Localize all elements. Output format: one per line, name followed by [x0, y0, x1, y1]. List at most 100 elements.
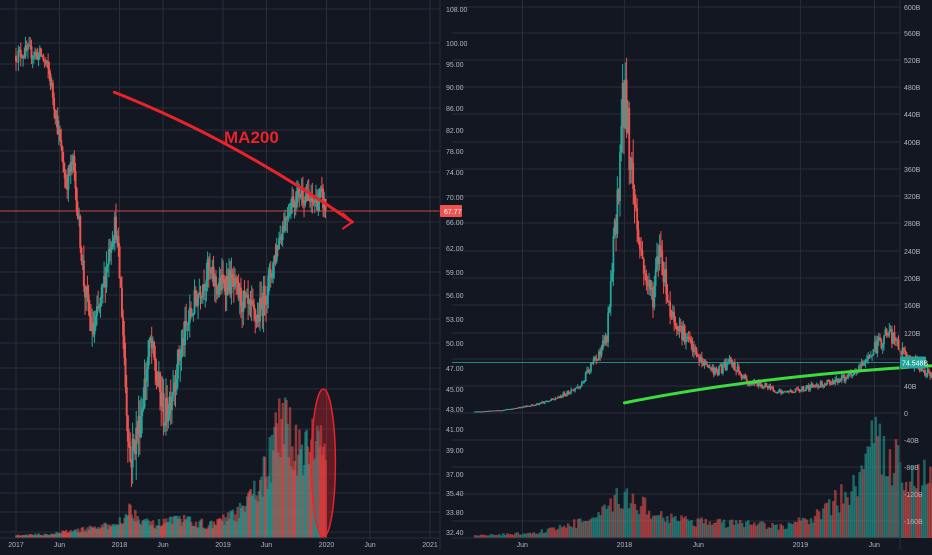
right-candle-body [800, 390, 802, 391]
right-candle-body [825, 384, 827, 386]
right-candle-body [924, 370, 926, 375]
right-candle-body [676, 326, 678, 330]
right-candle-body [660, 246, 662, 251]
right-x-tick-label: Jun [517, 542, 528, 549]
right-candle-body [904, 350, 906, 353]
right-candle-body [715, 368, 717, 371]
left-x-tick-label: Jun [261, 542, 272, 549]
right-y-tick-label: 320B [904, 194, 921, 201]
right-candle-body [866, 359, 868, 361]
right-candle-body [772, 387, 774, 390]
right-candle-body [549, 400, 551, 401]
left-candle-body [119, 246, 121, 278]
right-candle-body [898, 340, 900, 350]
right-candle-body [548, 401, 550, 402]
right-candle-body [661, 251, 663, 275]
left-y-tick-label: 59.00 [446, 270, 464, 277]
right-candle-body [685, 338, 687, 342]
right-candle-body [607, 313, 609, 343]
right-candle-body [883, 336, 885, 345]
right-y-tick-label: 280B [904, 221, 921, 228]
right-candle-body [639, 241, 641, 248]
right-candle-body [882, 344, 884, 348]
right-candle-body [556, 398, 558, 399]
left-y-tick-label: 47.00 [446, 366, 464, 373]
right-candle-body [540, 403, 542, 404]
right-y-tick-label: 160B [904, 303, 921, 310]
right-candle-body [665, 269, 667, 294]
left-y-tick-label: 95.00 [446, 62, 464, 69]
right-candle-body [619, 152, 621, 201]
right-candle-body [803, 386, 805, 390]
right-candle-body [581, 383, 583, 386]
right-y-tick-label: -80B [904, 465, 919, 472]
left-y-tick-label: 74.00 [446, 170, 464, 177]
right-candle-body [591, 363, 593, 364]
right-candle-body [696, 349, 698, 354]
right-x-tick-label: Jun [693, 542, 704, 549]
right-candle-body [871, 355, 873, 356]
right-candle-body [730, 358, 732, 360]
left-y-tick-label: 37.00 [446, 472, 464, 479]
right-candle-body [928, 370, 930, 372]
left-y-tick-label: 53.00 [446, 317, 464, 324]
left-y-tick-label: 33.80 [446, 510, 464, 517]
right-candle-body [569, 393, 571, 394]
right-candle-body [535, 405, 537, 406]
right-candle-body [669, 302, 671, 317]
left-x-tick-label: 2019 [215, 542, 231, 549]
left-last-price-label: 67.77 [444, 209, 462, 216]
left-y-tick-label: 39.00 [446, 448, 464, 455]
right-y-tick-label: 360B [904, 167, 921, 174]
right-candle-body [805, 386, 807, 390]
right-x-tick-label: 2019 [793, 542, 809, 549]
right-candle-body [903, 348, 905, 350]
left-candle-body [163, 393, 165, 425]
left-y-tick-label: 70.00 [446, 195, 464, 202]
right-candle-body [636, 208, 638, 230]
right-y-tick-label: 480B [904, 85, 921, 92]
right-y-tick-label: 440B [904, 112, 921, 119]
right-candle-body [734, 363, 736, 370]
right-candle-body [564, 393, 566, 395]
right-candle-body [613, 236, 615, 273]
right-candle-body [565, 395, 567, 396]
left-y-tick-label: 43.00 [446, 407, 464, 414]
right-candle-body [738, 366, 740, 371]
right-candle-body [873, 349, 875, 355]
right-candle-body [595, 357, 597, 359]
left-candle-body [129, 446, 131, 461]
right-candle-body [590, 363, 592, 371]
left-candle-body [53, 98, 55, 110]
right-y-tick-label: 520B [904, 58, 921, 65]
right-y-tick-label: -40B [904, 438, 919, 445]
right-candle-body [834, 380, 836, 384]
right-candle-body [689, 338, 691, 341]
right-candle-body [870, 356, 872, 357]
right-candle-body [797, 388, 799, 390]
right-candle-body [745, 375, 747, 378]
left-y-tick-label: 82.00 [446, 128, 464, 135]
left-x-tick-label: Jun [157, 542, 168, 549]
right-candle-body [706, 364, 708, 365]
right-candle-body [673, 312, 675, 323]
right-candle-body [774, 390, 776, 392]
right-candle-body [766, 383, 768, 386]
left-x-tick-label: Jun [54, 542, 65, 549]
right-y-tick-label: 240B [904, 249, 921, 256]
right-candle-body [778, 392, 780, 393]
left-candle-body [126, 387, 128, 416]
right-candle-body [726, 363, 728, 370]
right-y-tick-label: 40B [904, 384, 917, 391]
right-candle-body [610, 281, 612, 307]
right-candle-body [620, 126, 622, 152]
right-candle-body [879, 337, 881, 340]
right-candle-body [708, 365, 710, 367]
left-x-tick-label: 2017 [8, 542, 24, 549]
right-candle-body [583, 381, 585, 382]
left-candle-body [79, 216, 81, 248]
right-candle-body [894, 332, 896, 340]
left-y-tick-label: 90.00 [446, 85, 464, 92]
right-candle-body [640, 249, 642, 251]
right-candle-body [609, 307, 611, 312]
